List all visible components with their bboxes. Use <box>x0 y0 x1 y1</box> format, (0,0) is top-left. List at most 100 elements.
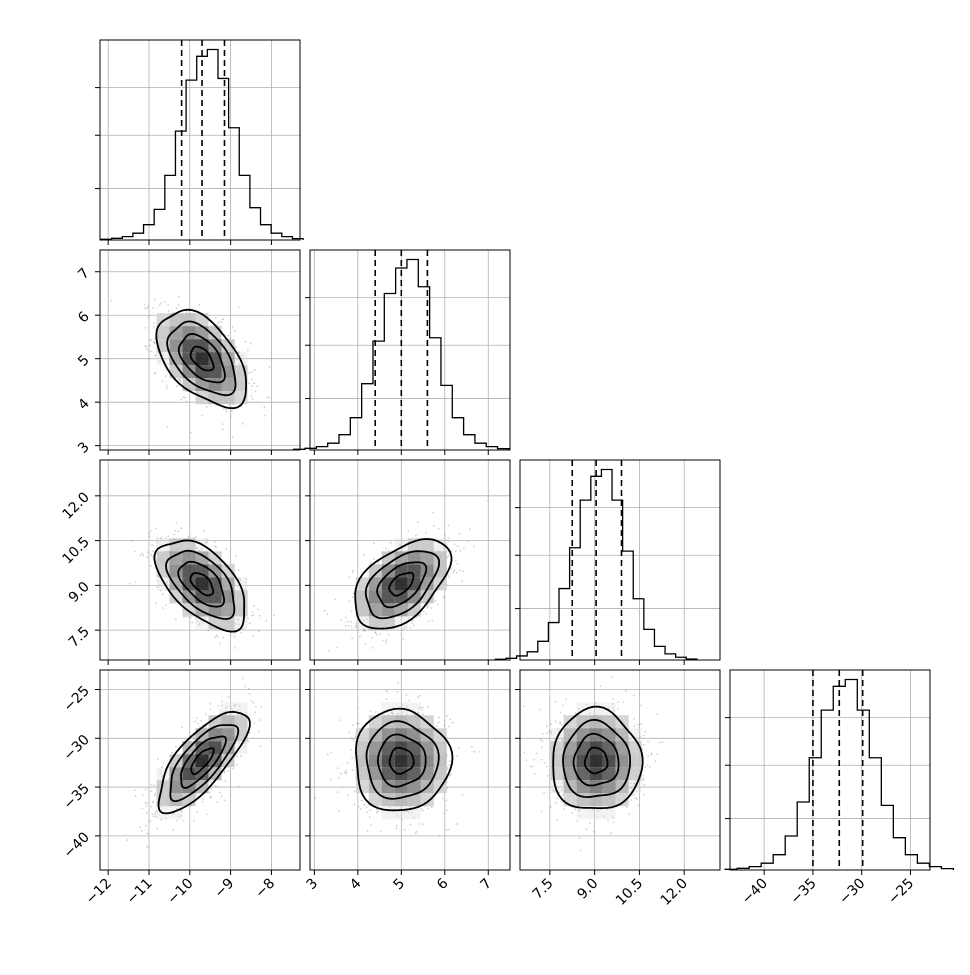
x-tick-label: −11 <box>124 876 156 908</box>
sample-point <box>404 829 406 831</box>
sample-point <box>352 769 354 771</box>
sample-point <box>190 617 192 619</box>
sample-point <box>411 622 413 624</box>
sample-point <box>221 700 223 702</box>
sample-point <box>372 629 374 631</box>
sample-point <box>330 751 332 753</box>
sample-point <box>210 708 212 710</box>
sample-point <box>351 626 353 628</box>
density-cell <box>209 378 222 391</box>
sample-point <box>183 820 185 822</box>
sample-point <box>406 694 408 696</box>
sample-point <box>444 724 446 726</box>
sample-point <box>457 545 459 547</box>
sample-point <box>181 726 183 728</box>
sample-point <box>129 583 131 585</box>
sample-point <box>417 521 419 523</box>
sample-point <box>260 706 262 708</box>
sample-point <box>153 816 155 818</box>
sample-point <box>432 512 434 514</box>
sample-point <box>348 625 350 627</box>
sample-point <box>369 816 371 818</box>
y-tick-label: −40 <box>61 829 93 861</box>
sample-point <box>183 396 185 398</box>
sample-point <box>449 760 451 762</box>
sample-point <box>154 298 156 300</box>
sample-point <box>145 346 147 348</box>
sample-point <box>427 706 429 708</box>
sample-point <box>467 541 469 543</box>
sample-point <box>446 715 448 717</box>
sample-point <box>166 387 168 389</box>
sample-point <box>385 548 387 550</box>
y-tick-label: 7 <box>75 265 93 283</box>
y-tick-label: 6 <box>75 309 93 327</box>
sample-point <box>194 737 196 739</box>
sample-point <box>396 825 398 827</box>
sample-point <box>167 535 169 537</box>
sample-point <box>375 631 377 633</box>
sample-point <box>386 629 388 631</box>
sample-point <box>176 385 178 387</box>
sample-point <box>447 769 449 771</box>
sample-point <box>446 829 448 831</box>
sample-point <box>463 570 465 572</box>
sample-point <box>224 780 226 782</box>
sample-point <box>357 708 359 710</box>
sample-point <box>166 385 168 387</box>
sample-point <box>340 619 342 621</box>
sample-point <box>346 769 348 771</box>
sample-point <box>444 812 446 814</box>
sample-point <box>227 335 229 337</box>
sample-point <box>253 605 255 607</box>
density-cell <box>196 616 209 629</box>
sample-point <box>178 304 180 306</box>
sample-point <box>458 747 460 749</box>
sample-point <box>471 746 473 748</box>
sample-point <box>134 789 136 791</box>
sample-point <box>151 544 153 546</box>
sample-point <box>180 527 182 529</box>
sample-point <box>159 304 161 306</box>
sample-point <box>255 706 257 708</box>
sample-point <box>150 565 152 567</box>
density-cell <box>209 365 222 378</box>
sample-point <box>215 541 217 543</box>
sample-point <box>451 567 453 569</box>
sample-point <box>219 643 221 645</box>
sample-point <box>234 330 236 332</box>
sample-point <box>153 341 155 343</box>
sample-point <box>373 542 375 544</box>
density-cell <box>434 741 447 754</box>
sample-point <box>144 307 146 309</box>
sample-point <box>196 717 198 719</box>
sample-point <box>166 426 168 428</box>
sample-point <box>447 767 449 769</box>
sample-point <box>385 642 387 644</box>
sample-point <box>456 823 458 825</box>
sample-point <box>175 522 177 524</box>
sample-point <box>224 772 226 774</box>
sample-point <box>240 632 242 634</box>
sample-point <box>338 777 340 779</box>
sample-point <box>347 621 349 623</box>
sample-point <box>427 607 429 609</box>
sample-point <box>350 621 352 623</box>
sample-point <box>364 630 366 632</box>
density-cell <box>209 590 222 603</box>
sample-point <box>461 580 463 582</box>
sample-point <box>152 814 154 816</box>
sample-point <box>209 791 211 793</box>
sample-point <box>269 366 271 368</box>
density-panel-1-0 <box>100 250 300 450</box>
sample-point <box>255 390 257 392</box>
sample-point <box>186 311 188 313</box>
sample-point <box>146 802 148 804</box>
sample-point <box>351 638 353 640</box>
sample-point <box>259 615 261 617</box>
density-cell <box>157 551 170 564</box>
sample-point <box>416 831 418 833</box>
histogram-panel-3 <box>725 670 953 870</box>
sample-point <box>126 839 128 841</box>
